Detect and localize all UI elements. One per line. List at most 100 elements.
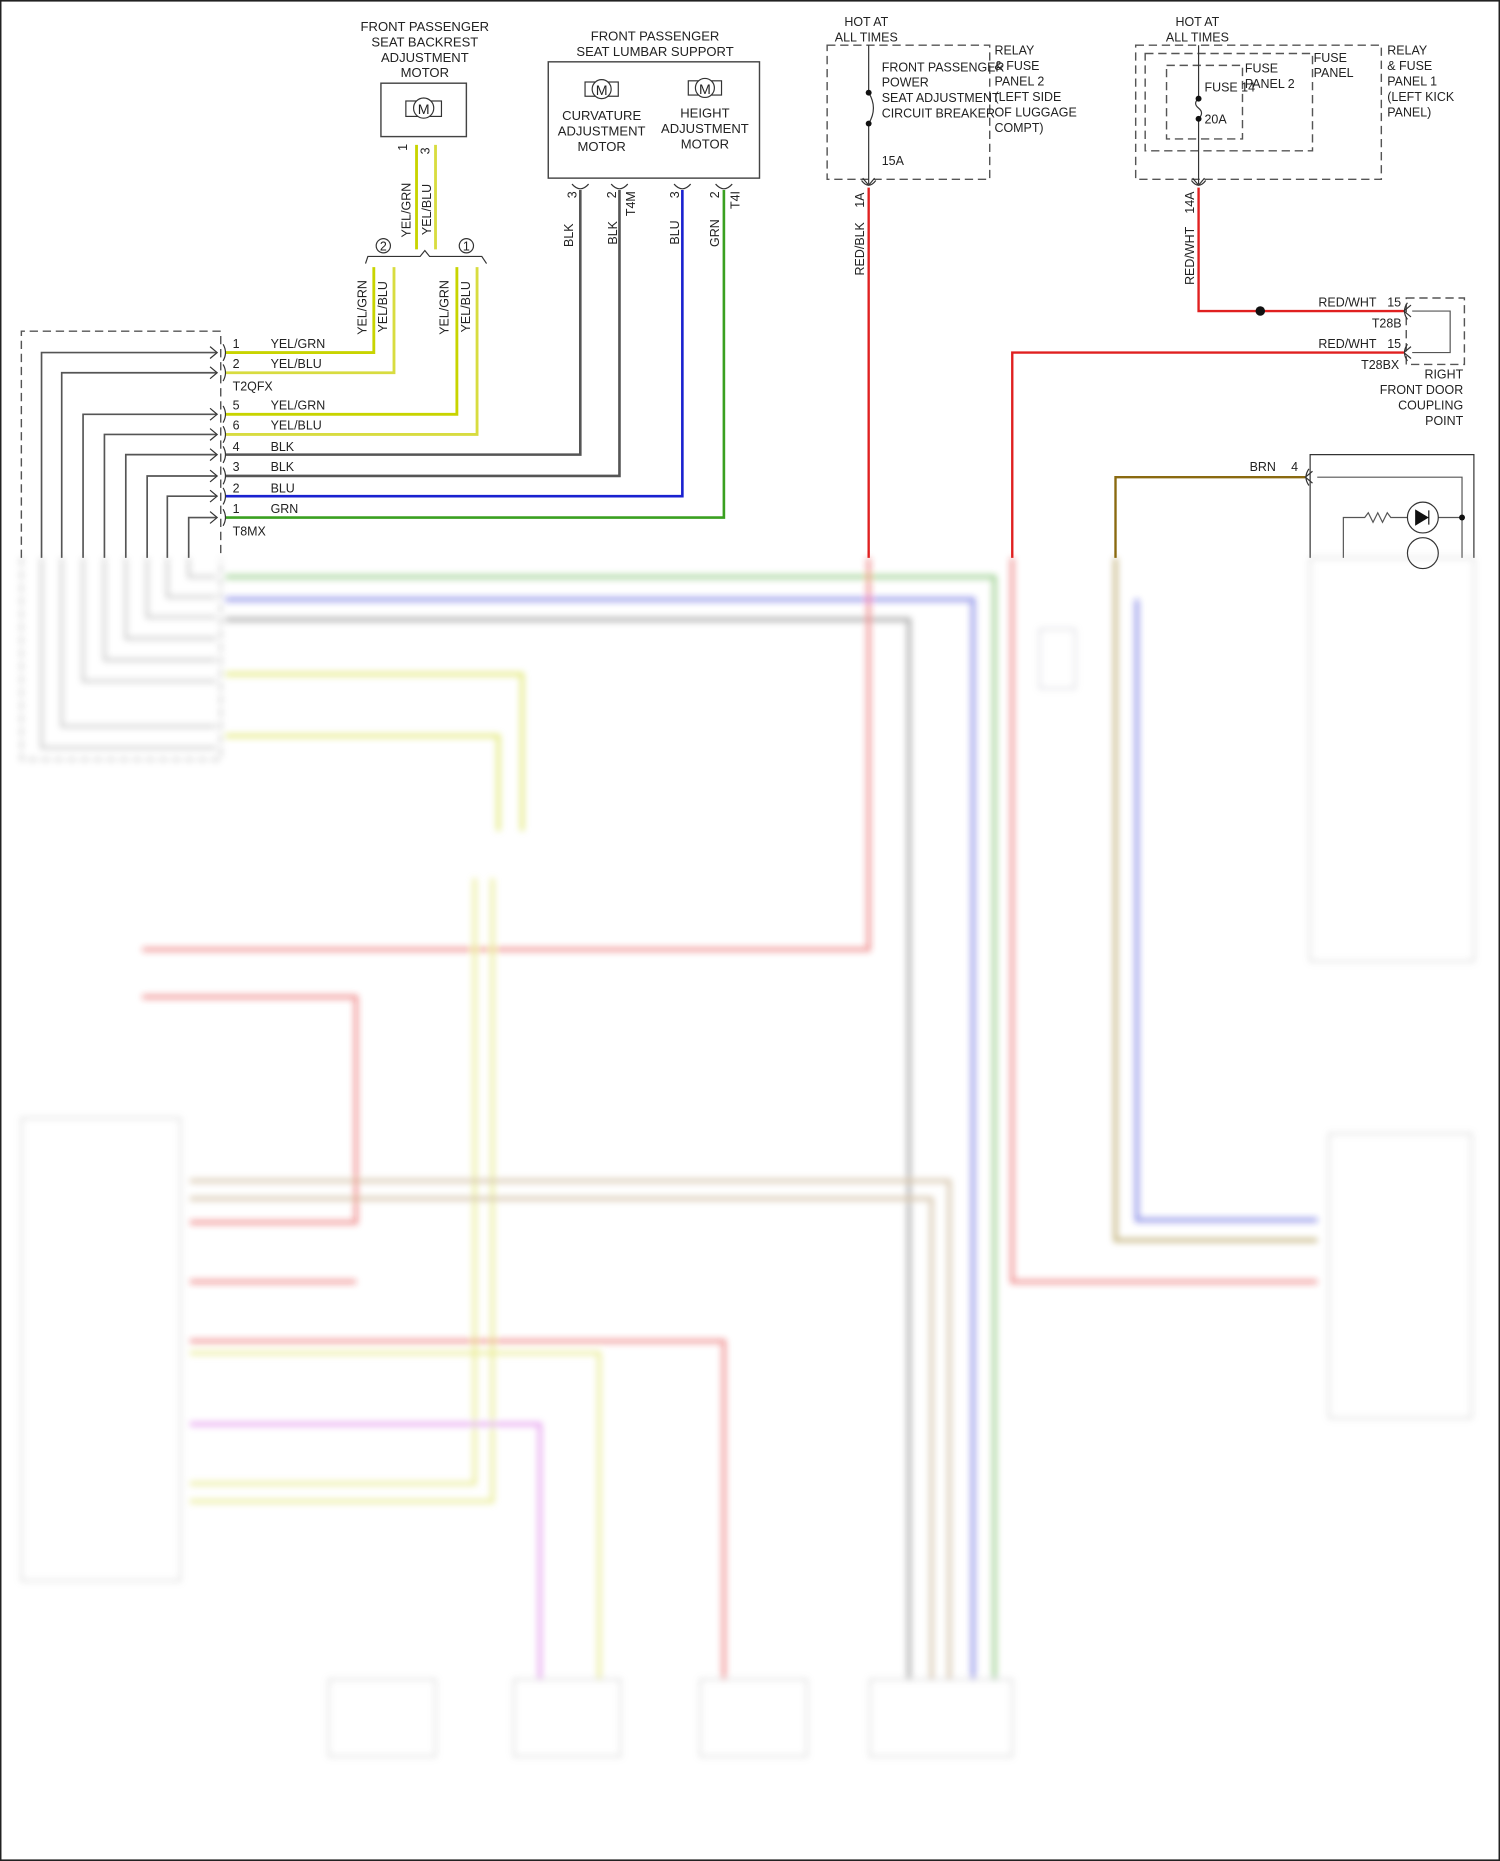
backrest-title-line: ADJUSTMENT [381,50,469,65]
svg-text:CURVATURE: CURVATURE [562,108,641,123]
svg-text:T4M: T4M [624,191,638,216]
svg-text:T28B: T28B [1372,317,1402,331]
blurred-lower-diagram [20,557,1475,1758]
svg-text:FUSE 14: FUSE 14 [1205,80,1256,94]
wire-brn [1114,475,1306,558]
svg-text:SEAT ADJUSTMENT: SEAT ADJUSTMENT [882,91,1000,105]
splice-brace: 2 1 YEL/GRN YEL/BLU YEL/GRN YEL/BLU [356,238,488,335]
wire-yel-blu [225,267,479,436]
svg-text:YEL/GRN: YEL/GRN [271,399,326,413]
svg-text:HOT AT: HOT AT [1175,15,1219,29]
svg-text:3: 3 [566,191,580,198]
svg-text:T4I: T4I [728,191,742,209]
svg-text:2: 2 [605,191,619,198]
svg-text:M: M [699,82,711,98]
motor-icon: M [687,77,723,99]
svg-text:BLK: BLK [606,220,620,244]
svg-text:BLK: BLK [562,223,576,247]
svg-text:RED/WHT: RED/WHT [1183,226,1197,284]
svg-text:FUSE: FUSE [1245,62,1278,76]
svg-text:3: 3 [419,147,433,154]
backrest-title-line: MOTOR [401,65,449,80]
wire-yel-blu [225,267,396,375]
backrest-motor: FRONT PASSENGER SEAT BACKREST ADJUSTMENT… [361,19,490,250]
svg-text:M: M [418,102,430,118]
svg-text:YEL/BLU: YEL/BLU [420,184,434,235]
svg-text:FRONT DOOR: FRONT DOOR [1380,383,1463,397]
splice-dot [1255,306,1266,316]
backrest-title-line: FRONT PASSENGER [361,19,490,34]
svg-text:2: 2 [233,357,240,371]
svg-text:YEL/GRN: YEL/GRN [356,280,370,335]
relay-fuse-panel-1: HOT AT ALL TIMES FUSE 14 20A FUSE PANEL … [1134,15,1455,316]
svg-text:ALL TIMES: ALL TIMES [835,31,898,45]
svg-text:T28BX: T28BX [1361,358,1400,372]
door-coupling-point: RED/WHT 15 T28B RED/WHT 15 T28BX RIGHT F… [1011,295,1466,558]
svg-text:4: 4 [233,440,240,454]
wire-blk [225,189,621,478]
svg-text:2: 2 [233,482,240,496]
svg-text:SEAT LUMBAR SUPPORT: SEAT LUMBAR SUPPORT [576,44,733,59]
svg-text:T8MX: T8MX [233,524,267,538]
svg-text:PANEL): PANEL) [1387,105,1431,119]
svg-text:BRN: BRN [1250,460,1276,474]
svg-text:YEL/GRN: YEL/GRN [400,183,414,238]
svg-text:20A: 20A [1205,113,1228,127]
svg-text:YEL/BLU: YEL/BLU [459,281,473,332]
svg-text:MOTOR: MOTOR [577,139,625,154]
svg-text:ALL TIMES: ALL TIMES [1166,31,1229,45]
lumbar-support-unit: FRONT PASSENGER SEAT LUMBAR SUPPORT M M … [547,28,761,247]
svg-text:6: 6 [233,419,240,433]
svg-text:15: 15 [1387,295,1401,309]
svg-text:4: 4 [1291,460,1298,474]
svg-text:OF LUGGAGE: OF LUGGAGE [994,105,1076,119]
fuse-icon [1195,98,1203,120]
svg-text:RELAY: RELAY [1387,44,1428,58]
svg-text:YEL/GRN: YEL/GRN [271,337,326,351]
svg-text:BLK: BLK [271,440,295,454]
svg-text:BLU: BLU [271,482,295,496]
svg-text:PANEL 2: PANEL 2 [994,75,1044,89]
svg-text:2: 2 [380,240,387,254]
wire-red-wht [1011,351,1404,558]
svg-text:& FUSE: & FUSE [1387,59,1432,73]
svg-text:3: 3 [233,460,240,474]
svg-text:14A: 14A [1183,191,1197,214]
svg-text:HOT AT: HOT AT [844,15,888,29]
svg-text:POINT: POINT [1425,414,1463,428]
led-icon [1406,537,1439,570]
svg-text:PANEL 2: PANEL 2 [1245,77,1295,91]
svg-text:BLK: BLK [271,460,295,474]
svg-text:1: 1 [233,337,240,351]
svg-text:ADJUSTMENT: ADJUSTMENT [661,121,749,136]
seat-connector-block: 1 YEL/GRN 2 YEL/BLU T2QFX 5 YEL/GRN 6 YEL/BL… [20,330,326,558]
wire-blk [225,189,582,456]
svg-text:15: 15 [1387,337,1401,351]
wire-grn [225,189,726,519]
svg-text:BLU: BLU [668,220,682,244]
svg-text:M: M [596,83,608,99]
motor-icon: M [405,97,443,119]
svg-text:POWER: POWER [882,76,929,90]
relay-fuse-panel-2: HOT AT ALL TIMES FRONT PASSENGER POWER S… [826,15,1077,558]
svg-text:PANEL: PANEL [1314,66,1354,80]
svg-text:5: 5 [233,399,240,413]
svg-text:2: 2 [708,191,722,198]
svg-text:FRONT PASSENGER: FRONT PASSENGER [882,60,1005,74]
switch-module: BRN 4 [1114,454,1475,570]
svg-text:(LEFT KICK: (LEFT KICK [1387,90,1455,104]
svg-text:RED/WHT: RED/WHT [1318,337,1376,351]
svg-text:CIRCUIT BREAKER: CIRCUIT BREAKER [882,107,995,121]
svg-text:YEL/GRN: YEL/GRN [438,280,452,335]
svg-text:YEL/BLU: YEL/BLU [376,281,390,332]
svg-text:1: 1 [396,144,410,151]
svg-text:ADJUSTMENT: ADJUSTMENT [558,123,646,138]
svg-text:FUSE: FUSE [1314,51,1347,65]
svg-text:RED/BLK: RED/BLK [853,221,867,275]
svg-text:PANEL 1: PANEL 1 [1387,75,1437,89]
svg-text:& FUSE: & FUSE [994,59,1039,73]
svg-text:HEIGHT: HEIGHT [680,106,729,121]
wire-yel-grn [225,267,459,416]
